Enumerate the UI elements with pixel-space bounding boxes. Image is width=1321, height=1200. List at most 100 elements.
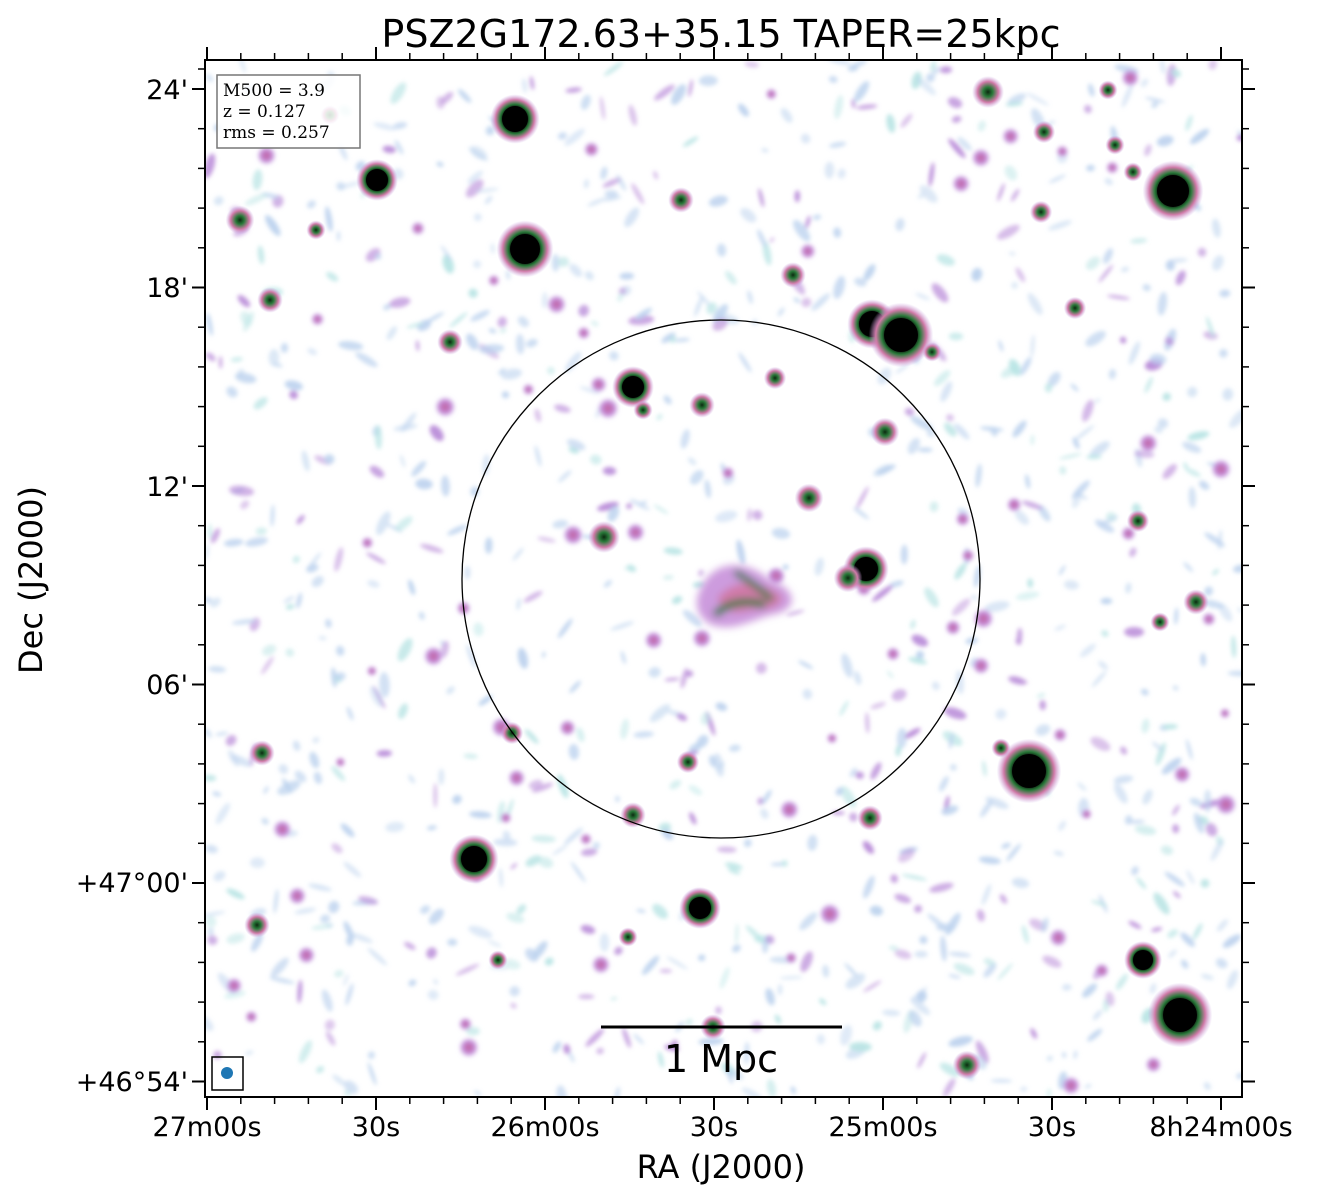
noise-blob bbox=[261, 656, 274, 675]
noise-blob bbox=[408, 774, 415, 784]
noise-blob bbox=[747, 508, 752, 522]
noise-blob bbox=[488, 328, 497, 334]
noise-blob bbox=[1151, 927, 1163, 932]
noise-blob bbox=[716, 243, 727, 257]
noise-blob bbox=[1200, 653, 1206, 667]
noise-blob bbox=[1197, 247, 1207, 257]
noise-blob bbox=[755, 662, 767, 674]
noise-blob bbox=[337, 181, 361, 189]
noise-blob bbox=[205, 915, 217, 928]
compact-source bbox=[488, 950, 508, 970]
noise-blob bbox=[205, 543, 210, 560]
noise-blob bbox=[698, 1037, 724, 1046]
noise-blob bbox=[1232, 564, 1242, 573]
noise-blob bbox=[901, 874, 928, 881]
faint-spot bbox=[562, 524, 584, 546]
noise-blob bbox=[622, 1027, 631, 1048]
noise-blob bbox=[845, 973, 866, 989]
noise-blob bbox=[872, 1021, 882, 1031]
noise-blob bbox=[473, 213, 482, 222]
noise-blob bbox=[762, 241, 772, 266]
noise-blob bbox=[936, 254, 955, 266]
noise-blob bbox=[554, 404, 571, 413]
noise-blob bbox=[1059, 453, 1082, 460]
bright-source-core bbox=[884, 318, 918, 352]
noise-blob bbox=[502, 830, 511, 841]
noise-blob bbox=[374, 424, 382, 450]
y-tick-label: +47°00' bbox=[76, 868, 188, 899]
faint-spot bbox=[361, 536, 374, 549]
noise-blob bbox=[395, 516, 413, 532]
noise-blob bbox=[225, 735, 237, 746]
noise-blob bbox=[807, 834, 818, 851]
noise-blob bbox=[334, 970, 344, 978]
noise-blob bbox=[408, 579, 416, 596]
noise-blob bbox=[213, 196, 224, 206]
noise-blob bbox=[1079, 643, 1096, 658]
noise-blob bbox=[853, 507, 870, 520]
noise-blob bbox=[669, 779, 682, 790]
noise-blob bbox=[346, 706, 354, 721]
noise-blob bbox=[951, 598, 971, 616]
noise-blob bbox=[1167, 929, 1179, 938]
noise-blob bbox=[386, 326, 398, 341]
noise-blob bbox=[215, 802, 231, 825]
noise-blob bbox=[620, 650, 626, 665]
noise-blob bbox=[1120, 266, 1130, 272]
noise-blob bbox=[635, 307, 653, 320]
noise-blob bbox=[664, 677, 680, 682]
noise-blob bbox=[1015, 267, 1026, 283]
noise-blob bbox=[580, 94, 591, 110]
noise-blob bbox=[465, 179, 484, 198]
noise-blob bbox=[280, 342, 289, 353]
noise-blob bbox=[1046, 1055, 1053, 1062]
noise-blob bbox=[1219, 289, 1231, 298]
noise-blob bbox=[604, 190, 618, 198]
noise-blob bbox=[252, 169, 263, 191]
faint-spot bbox=[590, 376, 607, 393]
noise-blob bbox=[854, 81, 870, 102]
noise-blob bbox=[294, 770, 307, 783]
noise-blob bbox=[697, 291, 712, 308]
noise-blob bbox=[1090, 736, 1111, 751]
noise-blob bbox=[1162, 464, 1177, 479]
x-tick-labels: 27m00s 30s 26m00s 30s 25m00s 30s 8h24m00… bbox=[152, 1112, 1292, 1143]
noise-blob bbox=[420, 905, 431, 914]
noise-blob bbox=[418, 611, 425, 620]
noise-blob bbox=[587, 197, 606, 207]
noise-blob bbox=[891, 689, 907, 701]
noise-blob bbox=[498, 368, 506, 375]
noise-blob bbox=[1149, 983, 1157, 994]
noise-blob bbox=[1140, 78, 1149, 88]
noise-blob bbox=[976, 909, 985, 922]
compact-source bbox=[618, 927, 638, 947]
noise-blob bbox=[894, 949, 912, 960]
noise-blob bbox=[688, 784, 703, 796]
noise-blob bbox=[426, 947, 437, 959]
noise-blob bbox=[1001, 842, 1011, 849]
noise-blob bbox=[208, 666, 227, 673]
noise-blob bbox=[1053, 850, 1064, 856]
noise-blob bbox=[278, 764, 289, 775]
noise-blob bbox=[590, 454, 602, 465]
noise-blob bbox=[939, 1062, 960, 1077]
faint-spot bbox=[500, 812, 512, 824]
noise-blob bbox=[556, 1085, 567, 1097]
noise-blob bbox=[1108, 368, 1117, 380]
noise-blob bbox=[1180, 932, 1195, 947]
noise-blob bbox=[552, 519, 569, 529]
noise-blob bbox=[659, 969, 672, 973]
noise-blob bbox=[558, 470, 572, 483]
noise-blob bbox=[1021, 925, 1029, 944]
noise-blob bbox=[1185, 468, 1201, 477]
noise-blob bbox=[1010, 676, 1029, 684]
noise-blob bbox=[215, 731, 229, 736]
noise-blob bbox=[257, 245, 265, 265]
noise-blob bbox=[1226, 969, 1239, 990]
noise-blob bbox=[389, 297, 411, 308]
noise-blob bbox=[666, 956, 688, 970]
noise-blob bbox=[468, 925, 493, 939]
faint-spot bbox=[366, 665, 378, 677]
point-sources bbox=[225, 76, 1213, 1080]
noise-blob bbox=[624, 207, 640, 228]
